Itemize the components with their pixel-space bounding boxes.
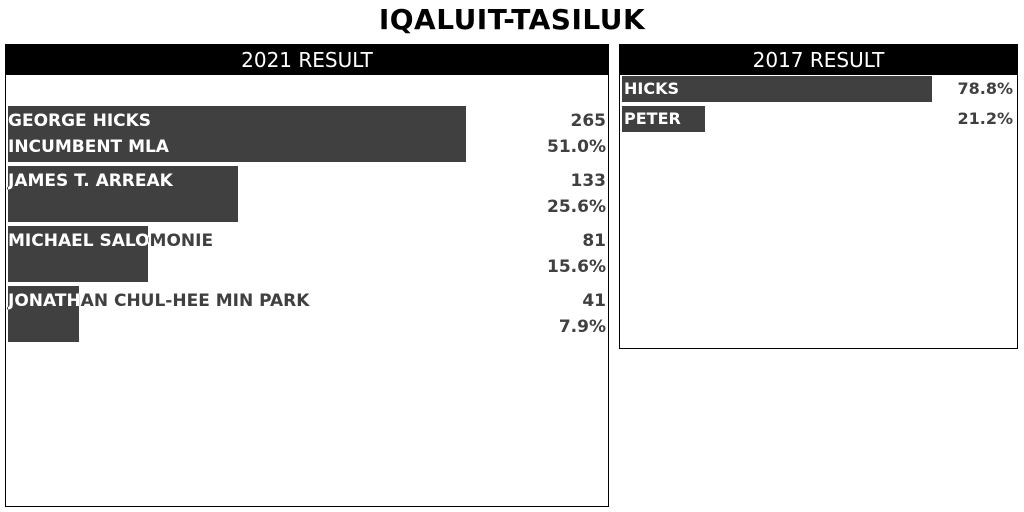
candidate-name-in-bar: GEORGE HICKS bbox=[8, 111, 152, 131]
row-labels-in-bar: JONATHAN CHUL-HEE MIN PARK bbox=[8, 286, 79, 342]
vote-bar-2017 bbox=[622, 106, 705, 132]
vote-count: 81 bbox=[582, 231, 606, 251]
result-row: GEORGE HICKS INCUMBENT MLAGEORGE HICKS INC… bbox=[8, 106, 606, 162]
panel-2017-result: 2017 RESULT HICKS 78.8% PETER 21.2% bbox=[619, 44, 1018, 349]
result-row-2017: HICKS 78.8% bbox=[622, 76, 1015, 102]
candidate-name-2017: HICKS bbox=[624, 79, 680, 98]
vote-bar bbox=[8, 166, 238, 222]
row-labels-in-bar: MICHAEL SALOMONIE bbox=[8, 226, 148, 282]
vote-count: 41 bbox=[582, 291, 606, 311]
vote-bar bbox=[8, 286, 79, 342]
vote-bar-2017 bbox=[622, 76, 932, 102]
candidate-name-2017: PETER bbox=[624, 109, 681, 128]
row-labels-outside: JONATHAN CHUL-HEE MIN PARK bbox=[8, 286, 606, 342]
vote-percent: 15.6% bbox=[547, 257, 606, 277]
candidate-note-in-bar: INCUMBENT MLA bbox=[8, 137, 169, 157]
candidate-name: JONATHAN CHUL-HEE MIN PARK bbox=[8, 291, 310, 311]
vote-percent-2017: 78.8% bbox=[957, 79, 1013, 98]
panel-2017-header: 2017 RESULT bbox=[620, 45, 1017, 75]
vote-bar bbox=[8, 106, 466, 162]
vote-percent-2017: 21.2% bbox=[957, 109, 1013, 128]
candidate-name-in-bar: JONATHAN CHUL-HEE MIN PARK bbox=[8, 291, 79, 311]
vote-bar bbox=[8, 226, 148, 282]
row-labels-in-bar: JAMES T. ARREAK bbox=[8, 166, 238, 222]
row-labels-in-bar: GEORGE HICKS INCUMBENT MLA bbox=[8, 106, 466, 162]
vote-count: 265 bbox=[570, 111, 607, 131]
candidate-name-in-bar: JAMES T. ARREAK bbox=[8, 171, 173, 191]
vote-count: 133 bbox=[570, 171, 607, 191]
vote-percent: 51.0% bbox=[547, 137, 606, 157]
result-row-2017: PETER 21.2% bbox=[622, 106, 1015, 132]
panel-2021-result: 2021 RESULT GEORGE HICKS INCUMBENT MLAGEO… bbox=[5, 44, 609, 507]
panel-2021-header: 2021 RESULT bbox=[6, 45, 608, 75]
candidate-name-in-bar: MICHAEL SALOMONIE bbox=[8, 231, 148, 251]
vote-percent: 25.6% bbox=[547, 197, 606, 217]
page-title: IQALUIT-TASILUK bbox=[378, 3, 646, 36]
vote-percent: 7.9% bbox=[558, 317, 606, 337]
result-row: JONATHAN CHUL-HEE MIN PARKJONATHAN CHUL-… bbox=[8, 286, 606, 342]
